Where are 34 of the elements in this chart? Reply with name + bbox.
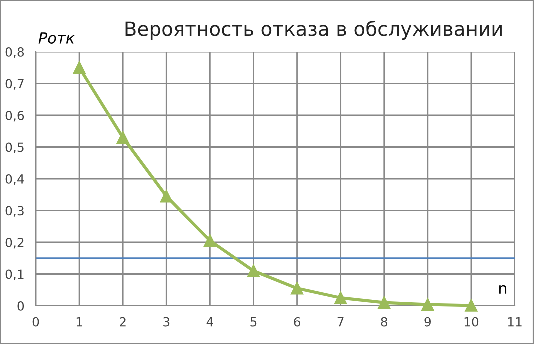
point	[378, 296, 391, 310]
y-axis-title: Pотк	[38, 32, 75, 44]
y-tick-label: 0,2	[6, 238, 24, 249]
x-tick-label: 10	[464, 317, 479, 327]
point	[116, 131, 130, 144]
x-tick-label: 5	[250, 317, 257, 327]
point	[247, 264, 260, 278]
y-tick-label: 0,4	[6, 174, 24, 186]
point	[160, 190, 173, 203]
chart-title: Вероятность отказа в обслуживании	[126, 20, 502, 40]
x-tick-label: 0	[32, 317, 40, 327]
y-tick-label: 0,6	[6, 110, 24, 122]
x-tick-label: 4	[206, 317, 214, 327]
x-tick-label: 3	[164, 317, 170, 327]
y-tick-label: 0,5	[6, 142, 24, 154]
x-tick-label: 1	[76, 317, 82, 327]
point	[204, 234, 216, 248]
y-tick-label: 0,1	[6, 270, 24, 280]
x-tick-label: 11	[508, 317, 522, 327]
x-tick-label: 9	[424, 317, 432, 327]
y-tick-label: 0,7	[6, 79, 24, 90]
y-tick-label: 0,3	[6, 206, 24, 217]
point	[334, 292, 348, 304]
point	[422, 298, 434, 311]
x-tick-label: 2	[120, 317, 126, 327]
y-tick-label: 0,8	[6, 47, 24, 58]
x-axis-title: n	[500, 285, 507, 294]
x-tick-label: 7	[338, 317, 344, 327]
point	[291, 282, 304, 295]
y-tick-label: 0	[18, 301, 24, 311]
point	[73, 62, 86, 74]
x-tick-label: 6	[294, 317, 300, 327]
x-tick-label: 8	[381, 317, 388, 327]
point	[465, 299, 478, 312]
